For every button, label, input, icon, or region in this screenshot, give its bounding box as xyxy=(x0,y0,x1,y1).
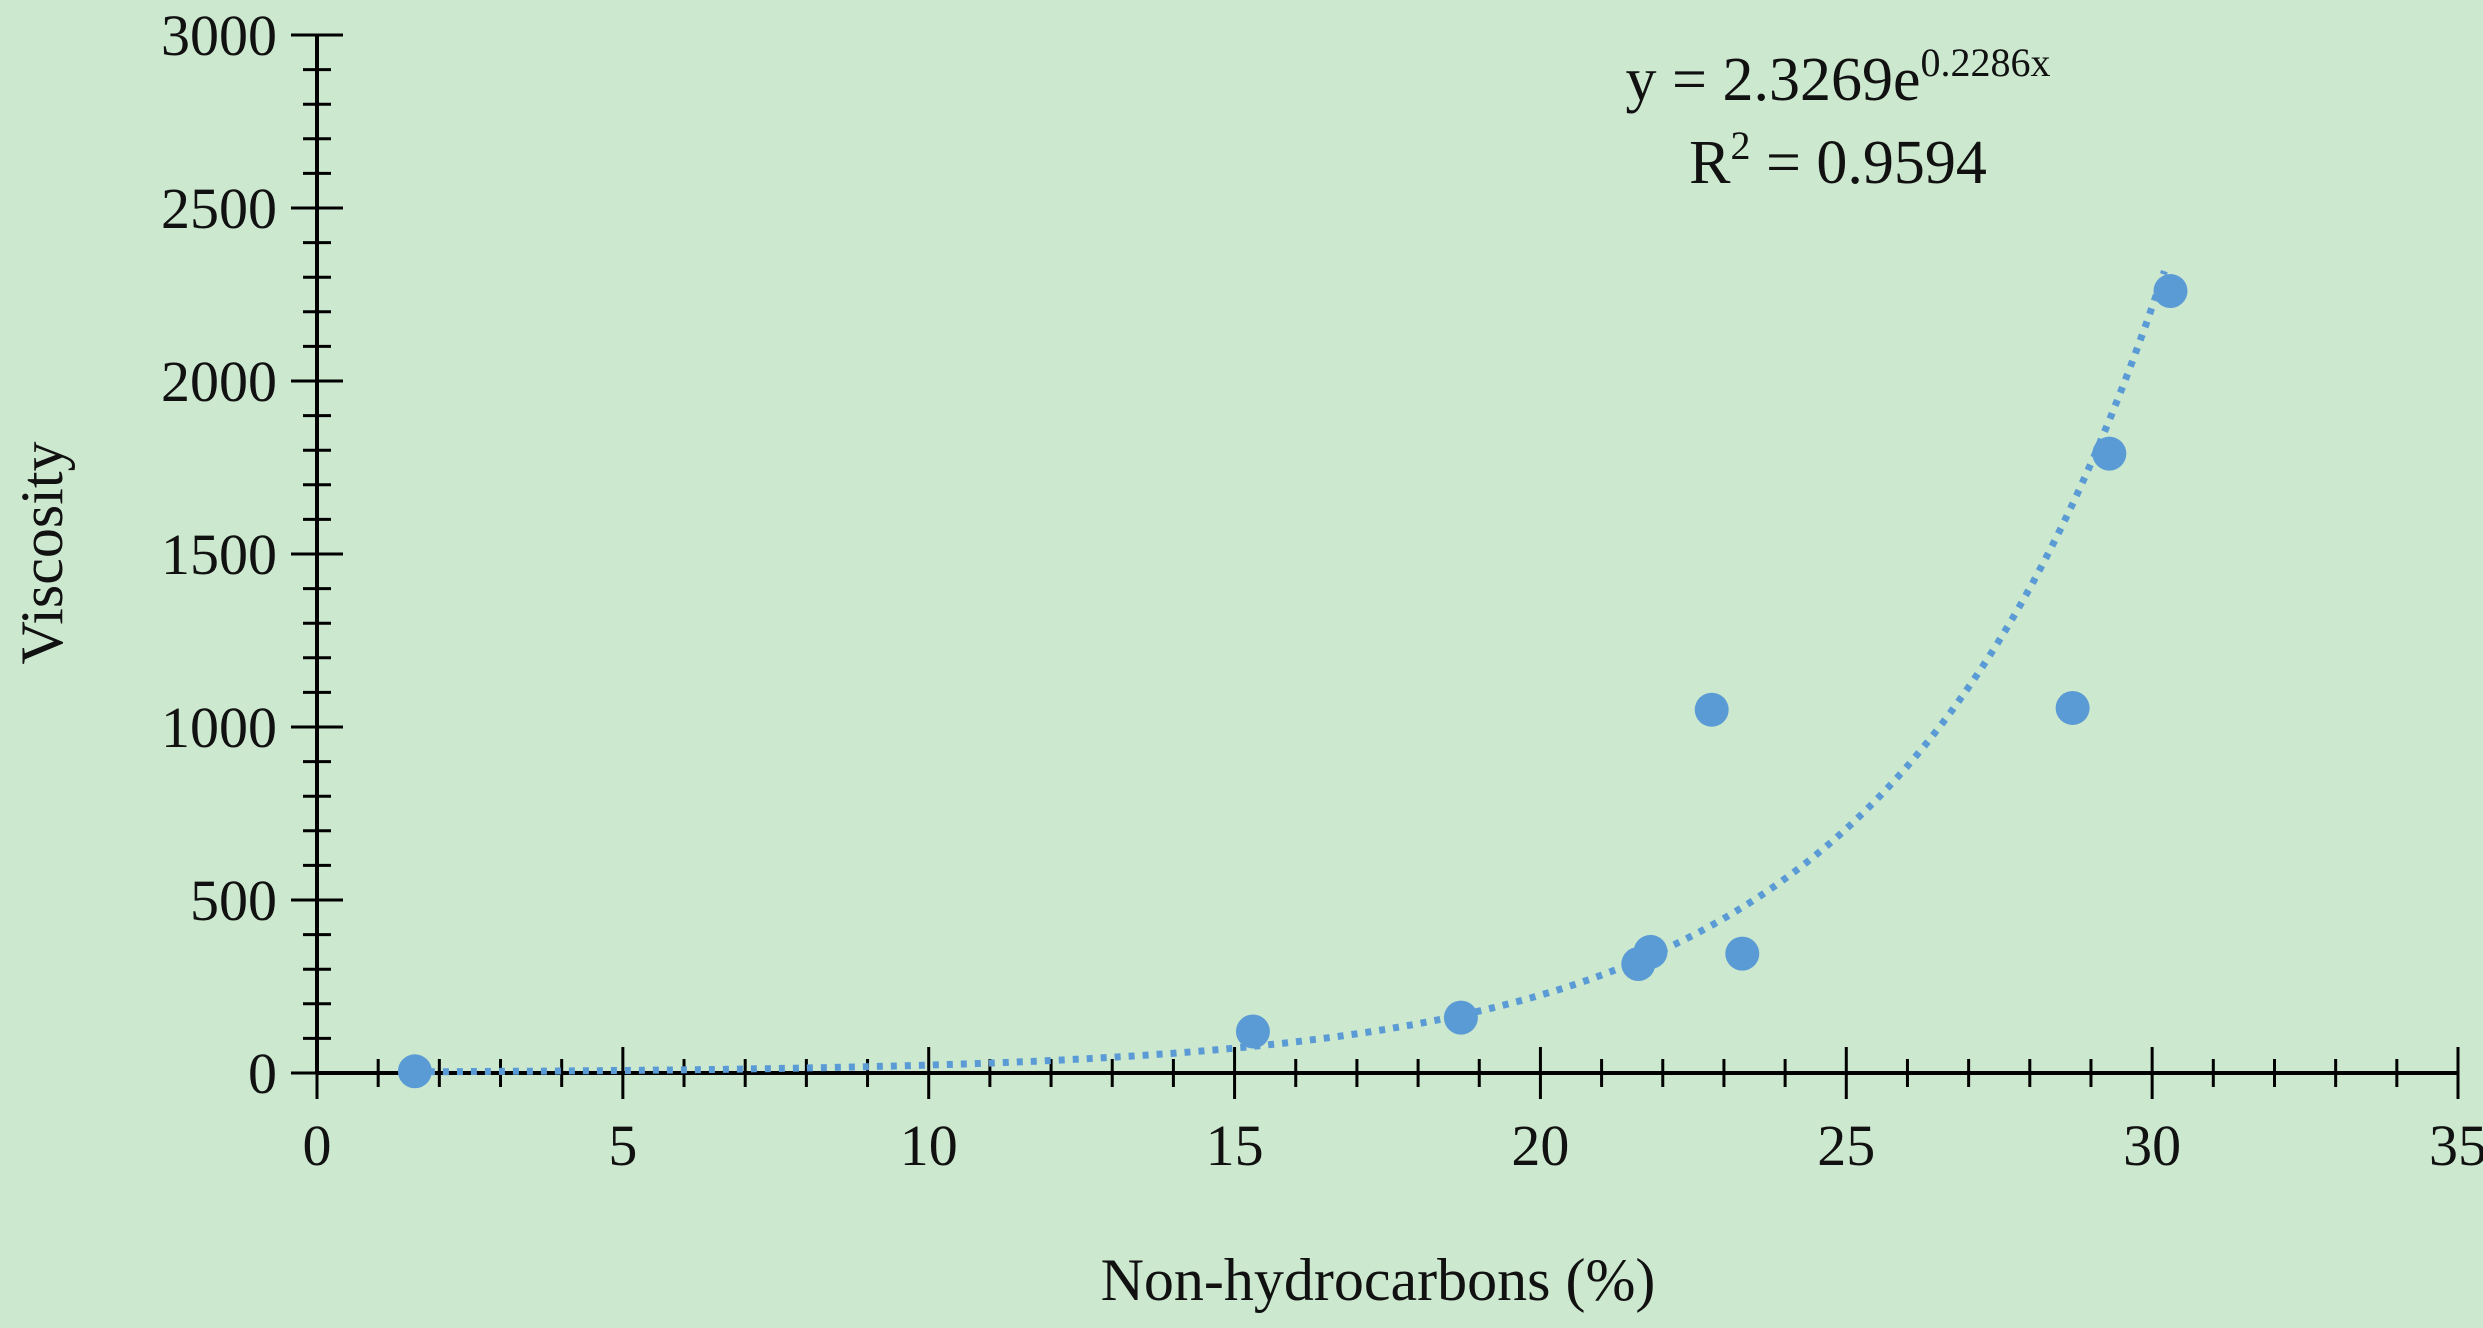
x-tick-label: 15 xyxy=(1206,1113,1264,1178)
y-tick-label: 0 xyxy=(248,1041,277,1106)
x-tick-label: 25 xyxy=(1817,1113,1875,1178)
tick-labels-layer: 0 5 10 15 20 25 30 35 0 500 1000 1500 2000 2500 3000 xyxy=(161,3,2483,1178)
data-point xyxy=(1235,1014,1270,1049)
x-tick-label: 20 xyxy=(1511,1113,1569,1178)
x-tick-label: 30 xyxy=(2123,1113,2181,1178)
equation-prefix: y = 2.3269e xyxy=(1626,46,1921,114)
y-tick-label: 3000 xyxy=(161,3,277,68)
x-tick-label: 10 xyxy=(900,1113,958,1178)
data-point xyxy=(1725,936,1760,971)
y-tick-label: 2000 xyxy=(161,349,277,414)
x-tick-label: 5 xyxy=(608,1113,637,1178)
x-axis-title: Non-hydrocarbons (%) xyxy=(1101,1247,1656,1313)
data-point xyxy=(397,1054,432,1089)
r2-prefix: R xyxy=(1689,129,1731,197)
equation-exponent: 0.2286x xyxy=(1920,40,2050,85)
y-axis-title: Viscosity xyxy=(9,441,75,664)
trendline-equation: y = 2.3269e0.2286x xyxy=(1626,40,2051,114)
x-tick-label: 35 xyxy=(2429,1113,2483,1178)
r2-value: = 0.9594 xyxy=(1750,129,1986,197)
data-point xyxy=(1694,692,1729,727)
y-tick-label: 2500 xyxy=(161,176,277,241)
data-point xyxy=(1443,1000,1478,1035)
y-tick-label: 500 xyxy=(190,868,277,933)
r-squared-label: R2 = 0.9594 xyxy=(1689,123,1987,197)
data-point xyxy=(1633,934,1668,969)
data-point xyxy=(2092,436,2127,471)
y-tick-label: 1000 xyxy=(161,695,277,760)
axes-layer xyxy=(315,35,2458,1075)
y-tick-label: 1500 xyxy=(161,522,277,587)
x-tick-label: 0 xyxy=(303,1113,332,1178)
r2-superscript: 2 xyxy=(1730,123,1750,168)
data-point xyxy=(2153,274,2188,309)
points-layer xyxy=(397,274,2188,1089)
data-point xyxy=(2055,690,2090,725)
